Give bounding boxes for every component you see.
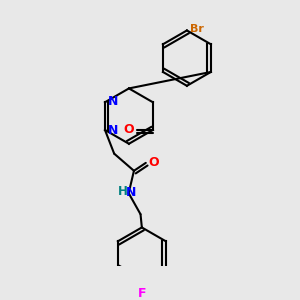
Text: F: F [138,287,146,300]
Text: N: N [108,95,118,108]
Text: Br: Br [190,24,204,34]
Text: O: O [148,156,159,169]
Text: H: H [118,185,128,198]
Text: N: N [125,186,136,199]
Text: O: O [123,123,134,136]
Text: N: N [108,124,118,137]
